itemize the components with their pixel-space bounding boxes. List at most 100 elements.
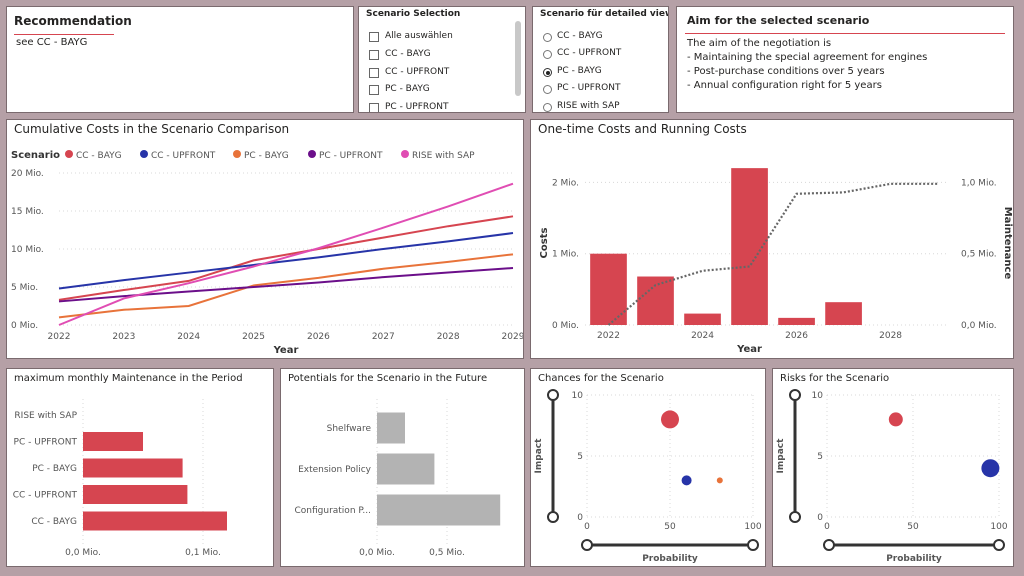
hbar (83, 458, 183, 478)
y-tick-label: 10 (812, 391, 824, 401)
legend-label: CC - UPFRONT (151, 151, 216, 161)
chances-chart: Chances for the Scenario 0 5 10 0 50 100 Proba… (530, 368, 766, 567)
series-line (58, 232, 514, 290)
title-underline (685, 33, 1005, 34)
legend-marker (308, 150, 316, 158)
x-tick-label: 2022 (597, 331, 620, 341)
legend-label: PC - UPFRONT (319, 151, 383, 161)
scrollbar[interactable] (515, 21, 521, 96)
hbar (83, 485, 188, 504)
x-axis-title: Year (736, 344, 762, 355)
y-tick-label: 0 (817, 513, 823, 523)
legend-marker (140, 150, 148, 158)
slider-handle-icon (789, 511, 801, 523)
hbar (377, 494, 501, 526)
combo-chart-svg: 0 Mio. 1 Mio. 2 Mio. 0,0 Mio. 0,5 Mio. 1,0 Mi… (539, 168, 1013, 355)
slider-handle-icon (993, 539, 1005, 551)
y-tick-label: 1 Mio. (552, 250, 579, 260)
y-tick-label: 5 Mio. (11, 283, 38, 293)
scatter-point (888, 412, 903, 427)
x-tick-label: 2026 (307, 332, 330, 342)
x-tick-label: 0 (584, 522, 590, 532)
legend-label: RISE with SAP (412, 151, 475, 161)
y-tick-label: 10 (572, 391, 584, 401)
scenario-selection-slicer: Scenario Selection Alle auswählen CC - B… (358, 6, 526, 113)
chart-title: Potentials for the Scenario in the Futur… (288, 373, 488, 384)
chart-title: Cumulative Costs in the Scenario Compari… (14, 122, 290, 136)
hbar-chart-svg: 0,0 Mio. 0,5 Mio. Shelfware Extension Polic… (294, 399, 501, 558)
category-label: Shelfware (327, 424, 372, 434)
scatter-point (681, 475, 692, 486)
radio-icon[interactable] (543, 33, 552, 42)
cost-bar (825, 302, 862, 325)
radio-selected-icon[interactable] (543, 68, 552, 77)
one-time-running-costs-chart: One-time Costs and Running Costs 0 Mio. 1… (530, 119, 1014, 359)
slider-handle-icon (581, 539, 593, 551)
radio-icon[interactable] (543, 103, 552, 112)
x-tick-label: 0,0 Mio. (65, 548, 101, 558)
hbar (377, 412, 405, 444)
y-tick-label: 0 (577, 513, 583, 523)
cost-bar (590, 253, 627, 325)
category-label: PC - UPFRONT (14, 438, 78, 448)
category-label: PC - BAYG (32, 464, 77, 474)
x-axis-title: Probability (642, 554, 698, 564)
slider-handle-icon (823, 539, 835, 551)
chart-title: Chances for the Scenario (538, 373, 664, 384)
chart-title: One-time Costs and Running Costs (538, 122, 747, 136)
x-tick-label: 2025 (242, 332, 265, 342)
category-label: RISE with SAP (14, 411, 77, 421)
y-tick-label: 5 (577, 452, 583, 462)
x-tick-label: 100 (990, 522, 1007, 532)
chart-title: maximum monthly Maintenance in the Perio… (14, 373, 243, 384)
radio-icon[interactable] (543, 85, 552, 94)
scenario-detail-slicer: Scenario für detailed view CC - BAYG CC … (532, 6, 669, 113)
legend-marker (65, 150, 73, 158)
legend-label: CC - BAYG (76, 151, 122, 161)
checkbox-icon[interactable] (369, 68, 379, 78)
x-tick-label: 2026 (785, 331, 808, 341)
aim-card: Aim for the selected scenario The aim of… (676, 6, 1014, 113)
checkbox-icon[interactable] (369, 50, 379, 60)
x-axis-title: Probability (886, 554, 942, 564)
y-tick-label: 0 Mio. (552, 321, 579, 331)
x-tick-label: 2028 (437, 332, 460, 342)
series-line (58, 267, 514, 303)
category-label: Extension Policy (298, 465, 372, 475)
y-axis-title: Costs (539, 228, 550, 259)
category-label: Configuration P... (294, 506, 371, 516)
slider-handle-icon (789, 389, 801, 401)
x-tick-label: 2027 (372, 332, 395, 342)
cost-bar (637, 276, 674, 325)
x-tick-label: 100 (744, 522, 761, 532)
y-tick-label: 20 Mio. (11, 169, 44, 179)
scenario-detail-title: Scenario für detailed view (540, 9, 669, 19)
slider-handle-icon (547, 511, 559, 523)
scatter-point (716, 477, 723, 484)
y2-tick-label: 0,5 Mio. (961, 250, 997, 260)
slider-handle-icon (547, 389, 559, 401)
x-tick-label: 2028 (879, 331, 902, 341)
risks-chart: Risks for the Scenario 0 5 10 0 50 100 Probabi… (772, 368, 1014, 567)
y-axis-title: Impact (776, 438, 786, 474)
hbar-chart-svg: 0,0 Mio. 0,1 Mio. RISE with SAP PC - UPFRON… (13, 399, 227, 558)
aim-title: Aim for the selected scenario (687, 14, 870, 27)
checkbox-icon[interactable] (369, 103, 379, 112)
checkbox-icon[interactable] (369, 85, 379, 95)
y-tick-label: 2 Mio. (552, 178, 579, 188)
x-axis-title: Year (273, 345, 299, 356)
y-tick-label: 15 Mio. (11, 207, 44, 217)
radio-icon[interactable] (543, 50, 552, 59)
x-tick-label: 0,0 Mio. (359, 548, 395, 558)
x-tick-label: 50 (907, 522, 919, 532)
x-tick-label: 0,1 Mio. (185, 548, 221, 558)
aim-line-1: - Maintaining the special agreement for … (687, 52, 928, 63)
x-tick-label: 2022 (48, 332, 71, 342)
y-tick-label: 0 Mio. (11, 321, 38, 331)
checkbox-icon[interactable] (369, 32, 379, 42)
legend-marker (233, 150, 241, 158)
hbar (83, 432, 143, 451)
recommendation-card: Recommendation see CC - BAYG (6, 6, 354, 113)
